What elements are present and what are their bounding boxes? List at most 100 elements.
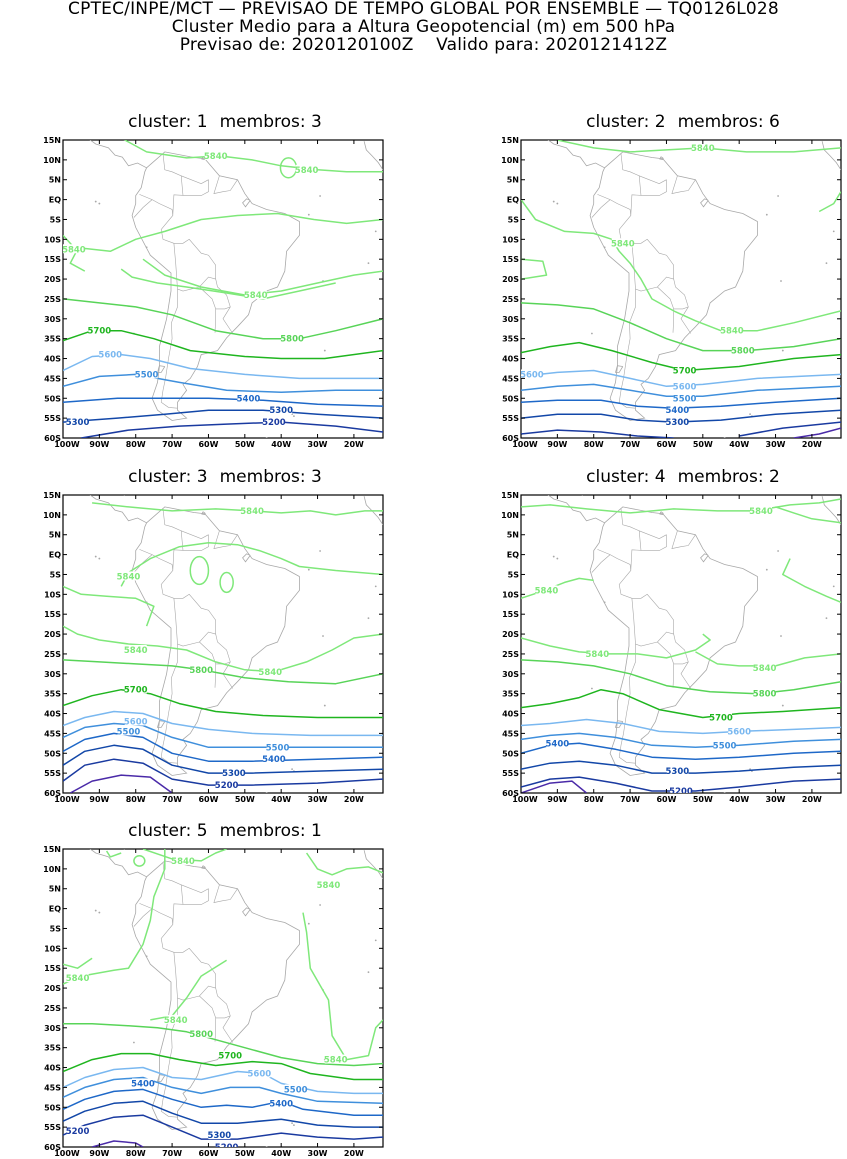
contour-label-bg [190, 664, 213, 674]
map-layers: 5840 5840 5840 5840 5800 5700 5600 5500 5400 5300… [521, 495, 841, 793]
country-border [213, 175, 238, 194]
cluster-label: cluster: 3 [128, 467, 208, 487]
lat-tick-label: 25S [44, 295, 61, 304]
lat-tick-label: 5N [507, 531, 519, 540]
island [307, 568, 310, 571]
contour-label: 5600 [248, 1069, 272, 1079]
lon-tick-label: 20W [344, 795, 364, 804]
members-label: membros: 2 [677, 467, 780, 487]
plot-frame [62, 494, 384, 794]
contour-label-bg [66, 417, 89, 427]
contour-5840 [142, 849, 227, 862]
lat-tick-label: 15N [501, 491, 519, 500]
map-plot: 5840 5840 5840 5800 5700 5600 5600 5500 5400 5300… [501, 136, 846, 449]
contour-5100 [793, 427, 841, 438]
members-label: membros: 3 [219, 112, 322, 132]
island [94, 909, 97, 912]
contour-label-bg [132, 1078, 154, 1088]
country-border [160, 179, 234, 334]
contour-5840 [302, 912, 383, 1061]
contour-5200 [63, 758, 383, 786]
contour-label: 5840 [720, 327, 744, 337]
island [777, 195, 779, 197]
lon-tick-label: 100W [54, 440, 80, 449]
contour-label-bg [124, 716, 147, 726]
contour-label-bg [99, 349, 122, 359]
contour-label-bg [324, 1054, 347, 1064]
island [323, 349, 326, 352]
contour-label-bg [208, 1130, 231, 1140]
lon-tick-label: 20W [802, 795, 822, 804]
contour-5840 [521, 258, 548, 280]
lat-tick-label: 15S [44, 964, 61, 973]
island [145, 246, 148, 249]
contour-label-bg [190, 1028, 213, 1038]
contour-5300 [521, 760, 841, 774]
contour-label-bg [215, 780, 238, 790]
coastline [700, 198, 709, 208]
cluster-label: cluster: 1 [128, 112, 208, 132]
contour-label-bg [317, 879, 340, 889]
contour-5840 [782, 558, 841, 603]
coastline [589, 151, 758, 421]
contour-5500 [521, 732, 841, 749]
lat-tick-label: 15S [502, 610, 519, 619]
contour-label: 5840 [749, 507, 773, 517]
lat-tick-label: 50S [44, 394, 61, 403]
island [367, 971, 370, 974]
contour-label: 5700 [709, 714, 733, 724]
lon-tick-label: 90W [89, 795, 109, 804]
island [552, 200, 555, 203]
lon-tick-label: 80W [126, 440, 146, 449]
country-border [639, 530, 667, 540]
contour-5400 [521, 397, 841, 409]
lat-tick-label: EQ [507, 196, 519, 205]
island [723, 792, 726, 793]
lat-tick-label: 20S [44, 630, 61, 639]
contour-5100 [521, 780, 587, 793]
contour-label: 5840 [244, 291, 268, 301]
country-border [618, 179, 692, 334]
country-border [181, 884, 209, 894]
contour-label-bg [281, 333, 304, 343]
contour-label-bg [731, 345, 754, 355]
lat-tick-label: 60S [44, 1143, 61, 1152]
coastline [581, 495, 583, 496]
lat-tick-label: 15N [43, 136, 61, 145]
island [94, 555, 97, 558]
valid-date: Valido para: 2020121412Z [436, 35, 668, 55]
contour-label: 5200 [215, 1143, 239, 1153]
island [374, 585, 377, 588]
lat-tick-label: 15N [501, 136, 519, 145]
contour-5400 [63, 732, 383, 762]
country-border [213, 884, 238, 903]
lon-tick-label: 100W [512, 795, 538, 804]
lat-tick-label: 5S [50, 570, 62, 579]
members-label: membros: 1 [219, 821, 322, 841]
contour-label: 5840 [586, 650, 610, 660]
lat-tick-label: EQ [507, 551, 519, 560]
island [844, 346, 846, 348]
lat-tick-label: 60S [502, 434, 519, 443]
contour-label-bg [172, 855, 194, 865]
coastline [242, 553, 251, 563]
lat-tick-label: 45S [502, 374, 519, 383]
contour-5840 [521, 199, 841, 332]
island [319, 550, 321, 552]
contour-label: 5700 [88, 327, 112, 337]
header: CPTEC/INPE/MCT — PREVISAO DE TEMPO GLOBA… [0, 0, 847, 54]
country-border [671, 175, 696, 194]
contour-label: 5840 [171, 857, 195, 867]
lon-tick-label: 40W [729, 440, 749, 449]
forecast-date: Previsao de: 2020120100Z [179, 35, 414, 55]
panel-title: cluster: 2 membros: 6 [558, 112, 808, 132]
contour-5700 [63, 1052, 383, 1081]
lat-tick-label: 30S [44, 1024, 61, 1033]
island [307, 213, 310, 216]
country-border [597, 549, 632, 571]
country-border [618, 534, 692, 689]
lat-tick-label: 10N [43, 511, 61, 520]
contour-5840 [120, 268, 336, 300]
country-border [214, 1017, 216, 1042]
lon-tick-label: 70W [162, 795, 182, 804]
